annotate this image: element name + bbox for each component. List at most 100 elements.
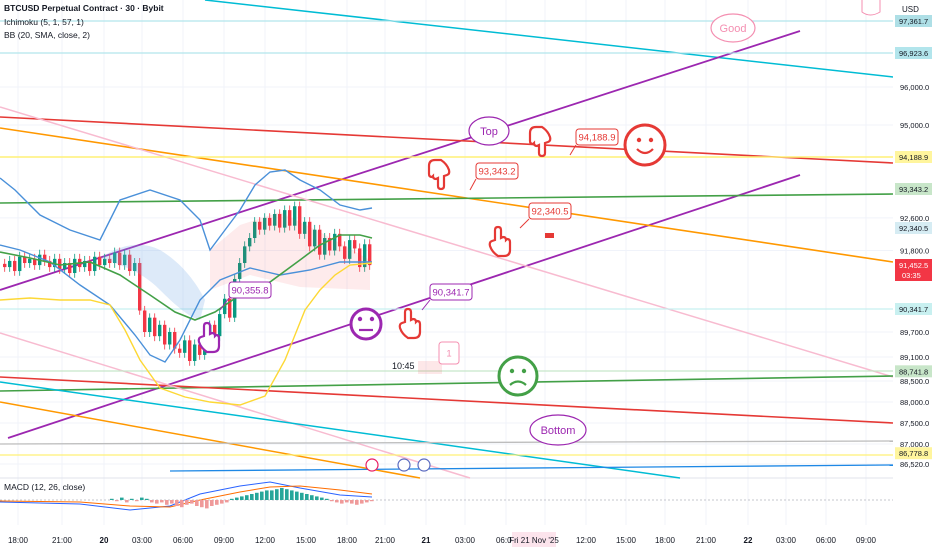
candle-body xyxy=(323,238,327,255)
macd-hist-bar xyxy=(175,500,179,506)
price-box-93343-box xyxy=(475,162,519,180)
candle-body xyxy=(178,348,182,353)
flag-marker xyxy=(545,233,554,238)
price-line-tag-label: 86,778.8 xyxy=(899,449,928,458)
macd-hist-bar xyxy=(275,489,279,500)
candle-body xyxy=(13,260,17,272)
price-line-tag xyxy=(895,15,932,27)
time-tick-label: 20 xyxy=(100,536,109,545)
price-box-90341: 90,341.7 xyxy=(429,283,473,301)
countdown-label: 03:35 xyxy=(902,271,921,280)
smiley-happy-icon-eye-l xyxy=(636,137,642,143)
smiley-neutral-icon xyxy=(349,307,383,341)
macd-hist-bar xyxy=(210,500,214,506)
red-trendline-lower xyxy=(0,376,894,424)
time-tick-label: 18:00 xyxy=(337,536,358,545)
price-line-tag xyxy=(895,259,932,281)
currency-label: USD xyxy=(902,5,919,14)
green-trendline-lower xyxy=(0,375,894,392)
time-tick-label: 09:00 xyxy=(214,536,235,545)
time-tick-label: 09:00 xyxy=(856,536,877,545)
macd-legend[interactable]: MACD (12, 26, close) xyxy=(4,482,86,492)
candle-body xyxy=(143,310,147,332)
price-tick-label: 89,700.0 xyxy=(900,328,929,337)
smiley-happy-icon-eye-r xyxy=(648,137,654,143)
candle-body xyxy=(43,254,47,261)
price-box-94188: 94,188.9 xyxy=(575,128,619,146)
bubble-top-text: Top xyxy=(480,126,498,138)
bb-legend[interactable]: BB (20, SMA, close, 2) xyxy=(4,30,90,40)
candle-body xyxy=(153,317,157,337)
price-line-tag-label: 94,188.9 xyxy=(899,153,928,162)
macd-hist-bar xyxy=(230,498,234,500)
macd-hist-bar xyxy=(235,497,239,500)
macd-hist-bar xyxy=(150,500,154,503)
macd-hist-bar xyxy=(110,498,114,500)
candle-body xyxy=(83,260,87,268)
macd-hist-bar xyxy=(245,495,249,500)
macd-hist-bar xyxy=(260,491,264,500)
macd-hist-bar xyxy=(325,498,329,500)
indicator-lines xyxy=(0,169,373,511)
smiley-sad-icon-outline xyxy=(497,355,539,397)
cyan-trendline-lower xyxy=(0,381,681,479)
price-line-tag-label: 97,361.7 xyxy=(899,17,928,26)
orange-trendline-lower xyxy=(0,401,421,479)
price-axis[interactable]: 96,000.0 95,000.0 92,600.0 91,800.0 89,700.0… xyxy=(893,0,932,550)
ichimoku-legend[interactable]: Ichimoku (5, 1, 57, 1) xyxy=(4,17,84,27)
price-line-tag-label: 88,741.8 xyxy=(899,367,928,376)
time-highlight xyxy=(418,361,442,374)
time-axis[interactable]: 18:00 21:00 20 03:00 06:00 09:00 12:00 15:00 18:… xyxy=(0,528,932,550)
time-tick-label: 12:00 xyxy=(576,536,597,545)
macd-hist-bar xyxy=(300,492,304,500)
blue-line-bottom xyxy=(169,464,894,472)
candle-body xyxy=(103,258,107,266)
candle-body xyxy=(63,263,67,270)
candle-body xyxy=(98,256,102,266)
time-tick-label: 06:00 xyxy=(496,536,517,545)
hand-down-icon xyxy=(528,125,552,158)
ichimoku-cloud-red xyxy=(210,212,370,290)
price-tick-label: 88,500.0 xyxy=(900,377,929,386)
price-box-90355-text: 90,355.8 xyxy=(232,286,269,297)
symbol-title[interactable]: BTCUSD Perpetual Contract · 30 · Bybit xyxy=(4,3,164,13)
price-line-tag xyxy=(895,303,932,315)
price-tick-label: 96,000.0 xyxy=(900,83,929,92)
macd-hist-bar xyxy=(225,500,229,503)
candle-body xyxy=(28,258,32,264)
price-line-tag xyxy=(895,183,932,195)
purple-upper-channel xyxy=(0,30,801,291)
price-line-tag xyxy=(895,47,932,59)
hand-down-icon-shape xyxy=(528,125,552,158)
orange-trendline-upper xyxy=(0,127,894,263)
candle-body xyxy=(193,344,197,361)
time-tick-label: 06:00 xyxy=(173,536,194,545)
pink-trendline-lower xyxy=(0,332,471,479)
candle-body xyxy=(273,214,277,226)
macd-hist-bar xyxy=(290,490,294,500)
bubble-top-shape xyxy=(468,116,510,146)
price-box-94188-text: 94,188.9 xyxy=(579,133,616,144)
macd-hist-bar xyxy=(140,497,144,500)
smiley-happy-icon xyxy=(623,123,667,167)
macd-hist-bar xyxy=(330,500,334,502)
candle-body xyxy=(298,206,302,234)
macd-hist-bar xyxy=(120,497,124,500)
candle-body xyxy=(328,238,332,251)
macd-hist-bar xyxy=(125,500,129,503)
macd-hist-bar xyxy=(180,500,184,508)
candle-body xyxy=(283,210,287,228)
candle-body xyxy=(358,248,362,268)
bubble-bottom-shape xyxy=(529,414,587,446)
macd-hist-bar xyxy=(360,500,364,504)
purple-lower-channel xyxy=(7,174,801,439)
bubble-good-shape xyxy=(710,13,756,43)
hand-down-icon-shape xyxy=(427,158,451,191)
macd-hist-bar xyxy=(305,494,309,500)
price-box-92340-text: 92,340.5 xyxy=(532,207,569,218)
candle-body xyxy=(333,233,337,251)
macd-hist-bar xyxy=(315,496,319,500)
candle-body xyxy=(363,244,367,268)
price-box-94188-box xyxy=(575,128,619,146)
